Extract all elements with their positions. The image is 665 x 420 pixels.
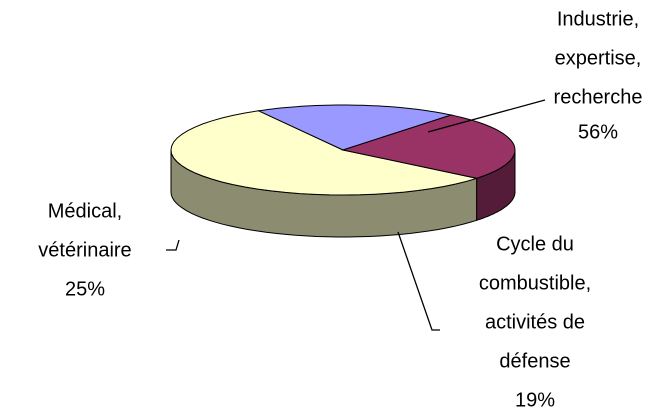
category-label: combustible, — [479, 272, 591, 294]
slice — [341, 114, 516, 179]
value-label: 19% — [515, 389, 555, 411]
category-label: Médical, — [48, 200, 122, 222]
category-label: vétérinaire — [38, 239, 131, 261]
leader-line — [427, 99, 546, 133]
category-label: recherche — [554, 86, 643, 108]
slice — [170, 110, 477, 196]
category-label: activités de — [485, 311, 585, 333]
category-label: défense — [499, 350, 570, 372]
category-label: Cycle du — [496, 233, 574, 255]
slice — [256, 104, 454, 151]
pie — [170, 104, 516, 238]
category-label: expertise, — [555, 47, 642, 69]
leader-line — [397, 231, 440, 331]
leader-line — [166, 239, 180, 251]
category-label: Industrie, — [557, 8, 639, 30]
value-label: 25% — [65, 278, 105, 300]
value-label: 56% — [578, 121, 618, 143]
